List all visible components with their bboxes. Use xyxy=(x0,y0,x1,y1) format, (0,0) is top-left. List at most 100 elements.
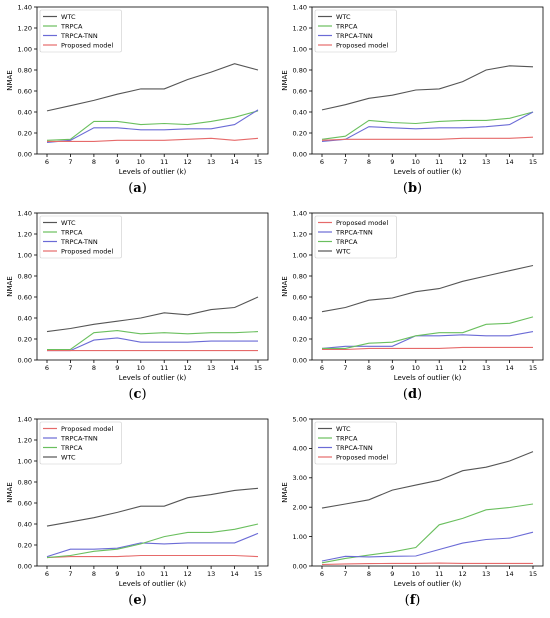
x-tick-label-b: 12 xyxy=(459,158,467,166)
x-tick-label-a: 10 xyxy=(137,158,145,166)
legend-label-b-0: WTC xyxy=(336,13,351,21)
y-axis-label-d: NMAE xyxy=(281,276,289,297)
x-tick-label-f: 15 xyxy=(529,570,537,578)
y-tick-label-e: 1.20 xyxy=(18,436,32,444)
legend-label-f-2: TRPCA-TNN xyxy=(335,444,373,452)
caption-d-label: d xyxy=(407,387,418,402)
caption-b-label: b xyxy=(407,181,418,196)
legend-box-e xyxy=(39,421,122,465)
y-tick-label-b: 0.40 xyxy=(293,108,307,116)
x-tick-label-e: 8 xyxy=(92,570,96,578)
y-axis-label-a: NMAE xyxy=(6,70,14,91)
x-tick-label-e: 13 xyxy=(207,570,215,578)
y-tick-label-f: 1.00 xyxy=(293,533,307,541)
y-tick-label-d: 1.00 xyxy=(293,251,307,259)
x-tick-label-e: 6 xyxy=(45,570,49,578)
y-tick-label-e: 0.20 xyxy=(18,541,32,549)
caption-d: (d) xyxy=(402,387,423,402)
legend-box-d xyxy=(314,215,397,259)
x-tick-label-b: 6 xyxy=(320,158,324,166)
y-tick-label-c: 0.80 xyxy=(18,272,32,280)
x-tick-label-a: 15 xyxy=(254,158,262,166)
chart-f: 0.00 1.00 2.00 3.00 4.00 5.00 6 7 8 9 10 11 12 13 14 15… xyxy=(281,415,544,588)
y-axis-label-c: NMAE xyxy=(6,276,14,297)
y-tick-label-b: 0.20 xyxy=(293,129,307,137)
x-tick-label-c: 13 xyxy=(207,364,215,372)
series-line-a-2 xyxy=(46,109,259,143)
plot-frame-e xyxy=(36,418,269,567)
caption-f: (f) xyxy=(404,593,421,608)
series-line-a-3 xyxy=(47,137,259,142)
legend-label-e-0: Proposed model xyxy=(61,425,113,433)
x-tick-label-f: 11 xyxy=(435,570,443,578)
x-tick-label-b: 10 xyxy=(412,158,420,166)
legend-label-e-2: TRPCA xyxy=(60,444,83,452)
series-line-c-2 xyxy=(47,337,258,352)
x-tick-label-d: 11 xyxy=(435,364,443,372)
plot-frame-a xyxy=(36,6,269,155)
legend-label-b-2: TRPCA-TNN xyxy=(335,32,373,40)
legend-label-e-1: TRPCA-TNN xyxy=(60,434,98,442)
legend-label-d-1: TRPCA-TNN xyxy=(335,228,373,236)
x-tick-label-c: 8 xyxy=(92,364,96,372)
x-tick-label-b: 7 xyxy=(343,158,347,166)
y-tick-label-c: 0.60 xyxy=(18,293,32,301)
y-tick-label-b: 1.00 xyxy=(293,45,307,53)
series-line-f-1 xyxy=(321,503,534,564)
panel-a: 0.00 0.20 0.40 0.60 0.80 1.00 1.20 1.40 6 7 8 9 10 11… xyxy=(0,0,275,206)
series-line-c-0 xyxy=(46,296,259,333)
y-tick-label-e: 0.40 xyxy=(18,520,32,528)
x-tick-label-a: 8 xyxy=(92,158,96,166)
series-line-f-0 xyxy=(321,451,534,509)
x-tick-label-c: 7 xyxy=(68,364,72,372)
legend-box-c xyxy=(39,215,122,259)
series-line-d-3 xyxy=(321,264,534,313)
x-tick-label-c: 6 xyxy=(45,364,49,372)
x-tick-label-a: 9 xyxy=(115,158,119,166)
x-tick-label-e: 9 xyxy=(115,570,119,578)
legend-label-b-3: Proposed model xyxy=(336,41,388,49)
y-axis-label-f: NMAE xyxy=(281,482,289,503)
y-tick-label-b: 0.80 xyxy=(293,66,307,74)
y-tick-label-c: 0.00 xyxy=(18,356,32,364)
x-tick-label-d: 15 xyxy=(529,364,537,372)
chart-a: 0.00 0.20 0.40 0.60 0.80 1.00 1.20 1.40 6 7 8 9 10 11… xyxy=(6,3,269,176)
x-tick-label-a: 6 xyxy=(45,158,49,166)
x-tick-label-b: 13 xyxy=(482,158,490,166)
plot-frame-f xyxy=(311,418,544,567)
x-tick-label-e: 10 xyxy=(137,570,145,578)
y-tick-label-a: 0.00 xyxy=(18,150,32,158)
legend-label-f-1: TRPCA xyxy=(335,434,358,442)
x-tick-label-f: 7 xyxy=(343,570,347,578)
legend-box-a xyxy=(39,9,122,53)
y-tick-label-c: 1.20 xyxy=(18,230,32,238)
caption-e: (e) xyxy=(128,593,147,608)
x-tick-label-b: 11 xyxy=(435,158,443,166)
series-line-d-0 xyxy=(322,346,533,351)
x-tick-label-f: 9 xyxy=(390,570,394,578)
x-tick-label-e: 7 xyxy=(68,570,72,578)
y-tick-label-f: 3.00 xyxy=(293,474,307,482)
caption-a-label: a xyxy=(133,181,142,196)
y-tick-label-d: 1.20 xyxy=(293,230,307,238)
y-tick-label-b: 1.40 xyxy=(293,3,307,11)
x-tick-label-d: 14 xyxy=(505,364,513,372)
y-tick-label-b: 1.20 xyxy=(293,24,307,32)
y-tick-label-a: 0.80 xyxy=(18,66,32,74)
x-tick-label-f: 10 xyxy=(412,570,420,578)
x-axis-label-a: Levels of outlier (k) xyxy=(119,168,187,176)
panel-e: 0.00 0.20 0.40 0.60 0.80 1.00 1.20 1.40 6 7 8 9 10 11… xyxy=(0,412,275,618)
x-tick-label-f: 13 xyxy=(482,570,490,578)
plot-frame-c xyxy=(36,212,269,361)
legend-label-f-3: Proposed model xyxy=(336,453,388,461)
y-tick-label-e: 1.00 xyxy=(18,457,32,465)
x-tick-label-d: 12 xyxy=(459,364,467,372)
x-tick-label-c: 9 xyxy=(115,364,119,372)
y-tick-label-d: 1.40 xyxy=(293,209,307,217)
x-tick-label-b: 9 xyxy=(390,158,394,166)
y-tick-label-c: 1.40 xyxy=(18,209,32,217)
x-tick-label-a: 13 xyxy=(207,158,215,166)
series-line-e-3 xyxy=(46,487,259,527)
caption-c-label: c xyxy=(133,387,142,402)
